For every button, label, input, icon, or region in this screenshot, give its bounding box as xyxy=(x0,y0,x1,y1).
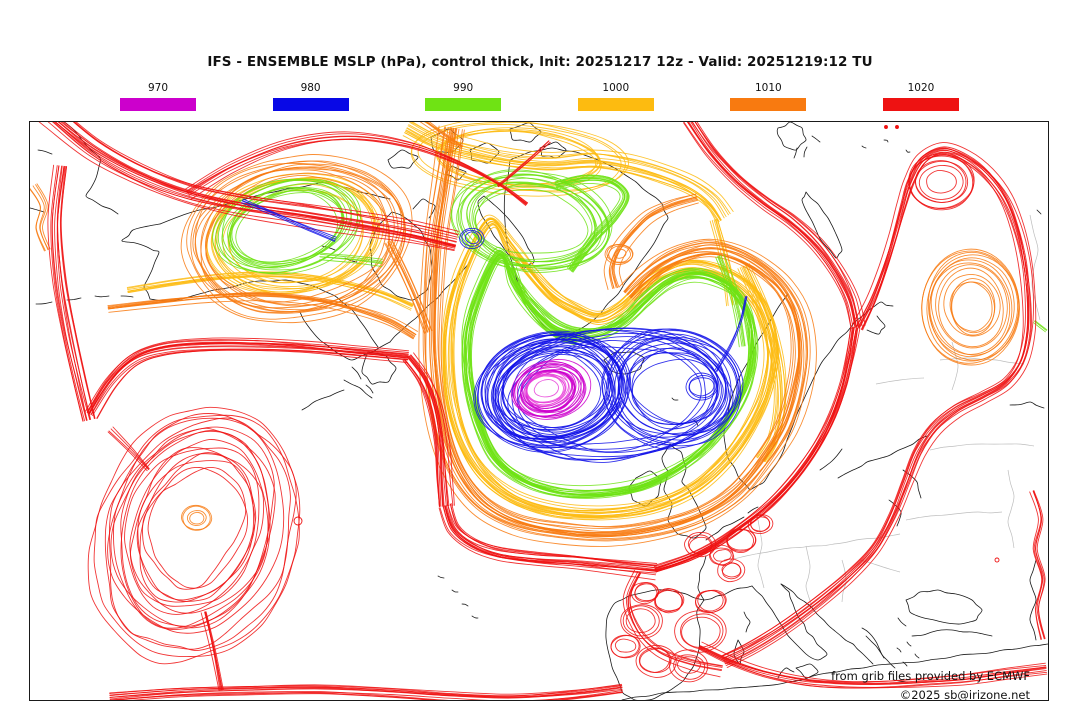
chart-title: IFS - ENSEMBLE MSLP (hPa), control thick… xyxy=(207,54,873,70)
attribution: from grib files provided by ECMWF ©2025 … xyxy=(831,667,1030,705)
legend-swatch-970 xyxy=(120,98,196,111)
legend-swatch-990 xyxy=(425,98,502,111)
attribution-copyright: ©2025 sb@irizone.net xyxy=(899,688,1030,702)
legend-swatch-1000 xyxy=(577,98,654,111)
legend-value: 970 xyxy=(147,82,169,94)
legend-item-1020: 1020 xyxy=(882,82,959,111)
legend-swatch-1010 xyxy=(730,98,807,111)
legend-item-970: 970 xyxy=(120,82,196,111)
legend-swatch-980 xyxy=(272,98,349,111)
legend-value: 1000 xyxy=(602,82,630,94)
legend-item-1000: 1000 xyxy=(577,82,654,111)
pressure-legend: 970 980 990 1000 1010 1020 xyxy=(120,82,959,111)
legend-value: 1010 xyxy=(755,82,782,94)
mslp-map xyxy=(29,121,1049,701)
map-canvas xyxy=(29,121,1049,701)
attribution-source: from grib files provided by ECMWF xyxy=(831,669,1030,683)
legend-value: 1020 xyxy=(907,82,935,94)
legend-value: 980 xyxy=(300,82,321,94)
legend-swatch-1020 xyxy=(882,98,959,111)
legend-item-990: 990 xyxy=(425,82,502,111)
legend-item-980: 980 xyxy=(272,82,349,111)
legend-value: 990 xyxy=(453,82,474,94)
legend-item-1010: 1010 xyxy=(730,82,807,111)
